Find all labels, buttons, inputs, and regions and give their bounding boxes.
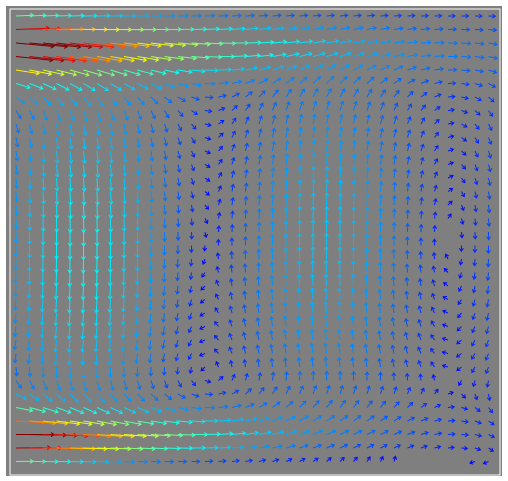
page: (() => { const data = JSON.parse(documen… <box>0 0 508 481</box>
vector-field-image <box>0 0 508 481</box>
plot-background <box>6 6 502 476</box>
